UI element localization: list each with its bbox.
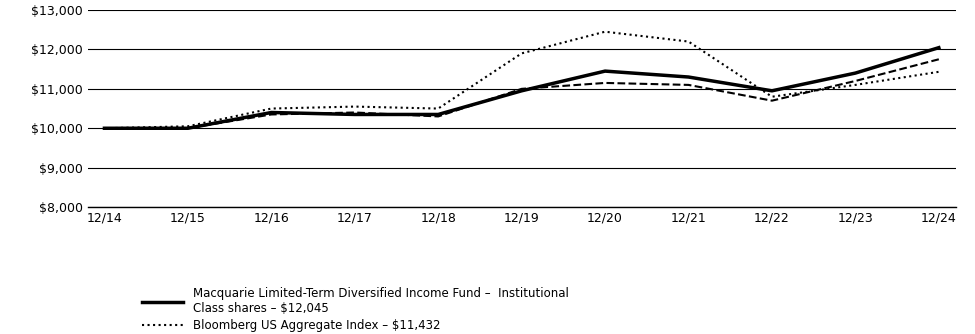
Legend: Macquarie Limited-Term Diversified Income Fund –  Institutional
Class shares – $: Macquarie Limited-Term Diversified Incom…	[137, 282, 573, 334]
